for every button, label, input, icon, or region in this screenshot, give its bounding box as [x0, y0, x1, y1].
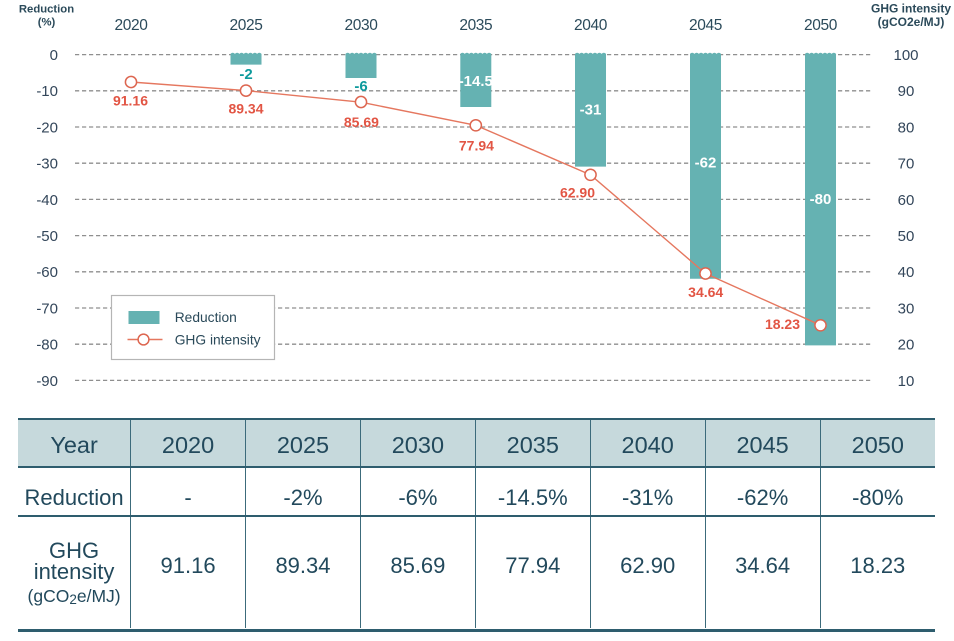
svg-text:2025: 2025	[230, 17, 263, 34]
svg-text:-10: -10	[36, 83, 58, 100]
svg-text:-70: -70	[36, 300, 58, 317]
svg-text:-2: -2	[239, 66, 252, 83]
svg-text:-60: -60	[36, 264, 58, 281]
svg-text:91.16: 91.16	[113, 93, 148, 109]
svg-text:40: 40	[898, 264, 915, 281]
svg-text:2040: 2040	[574, 17, 608, 34]
svg-text:2050: 2050	[804, 17, 838, 34]
svg-text:-30: -30	[36, 156, 58, 173]
svg-text:(gCO2e/MJ): (gCO2e/MJ)	[878, 15, 945, 29]
svg-text:2045: 2045	[689, 17, 722, 34]
svg-text:-14.5: -14.5	[459, 73, 493, 90]
svg-text:80: 80	[898, 119, 915, 136]
svg-text:100: 100	[893, 47, 918, 64]
svg-text:90: 90	[898, 83, 915, 100]
svg-text:2035: 2035	[459, 17, 492, 34]
svg-text:20: 20	[898, 337, 915, 354]
svg-text:(%): (%)	[38, 17, 56, 29]
svg-text:-62: -62	[695, 155, 717, 172]
svg-text:-50: -50	[36, 228, 58, 245]
svg-text:-90: -90	[36, 373, 58, 390]
svg-text:0: 0	[50, 47, 58, 64]
svg-text:-40: -40	[36, 192, 58, 209]
svg-text:18.23: 18.23	[765, 316, 800, 332]
svg-text:62.90: 62.90	[560, 185, 595, 201]
svg-text:-80: -80	[810, 191, 832, 208]
svg-text:-6: -6	[354, 78, 367, 95]
svg-text:34.64: 34.64	[688, 284, 723, 300]
svg-text:GHG intensity: GHG intensity	[871, 2, 951, 16]
svg-text:89.34: 89.34	[228, 101, 263, 117]
svg-text:GHG intensity: GHG intensity	[175, 333, 261, 348]
svg-text:Reduction: Reduction	[175, 310, 237, 325]
svg-text:Reduction: Reduction	[19, 3, 74, 15]
svg-text:70: 70	[898, 156, 915, 173]
svg-text:60: 60	[898, 192, 915, 209]
svg-text:85.69: 85.69	[344, 114, 379, 130]
svg-text:-31: -31	[580, 102, 602, 119]
svg-text:50: 50	[898, 228, 915, 245]
svg-text:-20: -20	[36, 119, 58, 136]
svg-text:2020: 2020	[115, 17, 149, 34]
svg-text:30: 30	[898, 300, 915, 317]
svg-text:-80: -80	[36, 337, 58, 354]
svg-text:77.94: 77.94	[459, 138, 494, 154]
svg-text:2030: 2030	[345, 17, 379, 34]
svg-text:10: 10	[898, 373, 915, 390]
